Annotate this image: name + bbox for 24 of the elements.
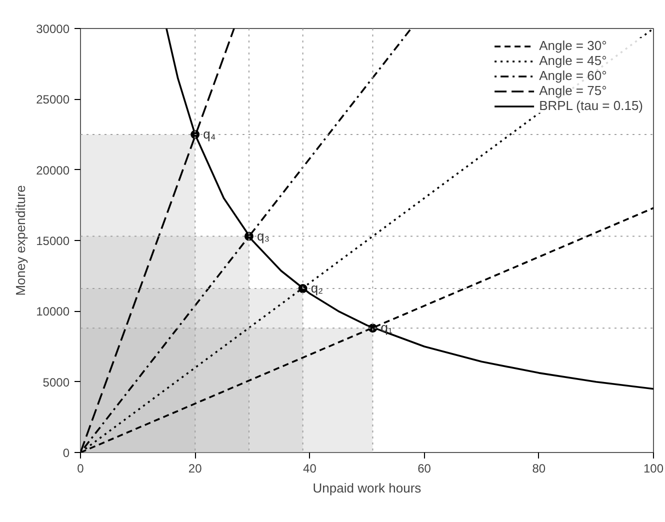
x-tick-label: 60 (418, 462, 432, 476)
legend-label: Angle = 30° (539, 38, 607, 53)
x-tick-label: 100 (643, 462, 664, 476)
x-tick-label: 80 (532, 462, 546, 476)
y-axis-title: Money expenditure (13, 185, 28, 296)
annotation: q₁ (380, 320, 393, 336)
y-tick-label: 0 (62, 446, 70, 460)
y-tick-label: 10000 (36, 304, 70, 319)
legend-label: BRPL (tau = 0.15) (539, 98, 643, 113)
x-tick-label: 20 (188, 462, 202, 476)
legend-label: Angle = 75° (539, 83, 607, 98)
y-tick-label: 5000 (42, 375, 70, 390)
y-tick-label: 15000 (36, 234, 70, 248)
y-tick-label: 25000 (36, 92, 70, 107)
y-tick-label: 30000 (36, 22, 70, 36)
legend-label: Angle = 60° (539, 68, 607, 83)
annotation: q₃ (256, 228, 270, 244)
y-tick-label: 20000 (36, 163, 70, 178)
x-tick-label: 40 (303, 462, 317, 476)
x-axis-title: Unpaid work hours (312, 480, 422, 496)
x-tick-label: 0 (77, 462, 84, 476)
annotation: q₂ (310, 280, 324, 296)
annotation: q₄ (203, 126, 216, 142)
legend-label: Angle = 45° (539, 53, 607, 68)
